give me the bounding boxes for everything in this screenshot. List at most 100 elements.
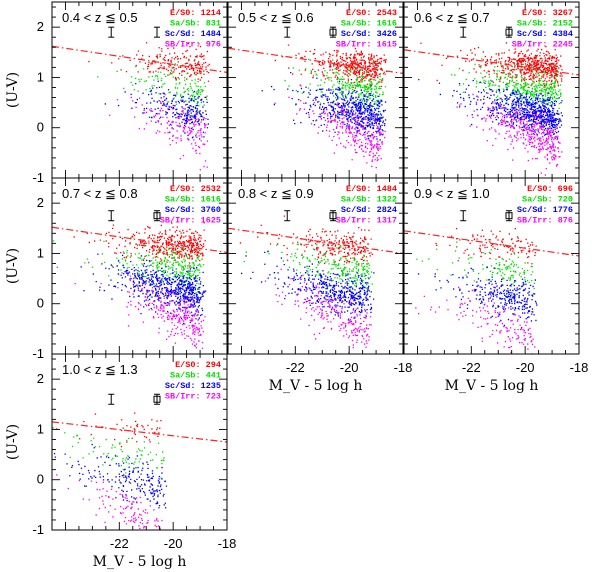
points-sbirr [274, 85, 386, 169]
panel-redshift-label: 0.4 < z ≦ 0.5 [62, 10, 138, 25]
scatter-points [418, 42, 563, 176]
legend-entry-es0: E/S0: 2532 [170, 184, 221, 194]
y-tick-label: -1 [32, 170, 44, 185]
error-bar-2 [154, 26, 160, 38]
y-axis-title: (U-V) [5, 248, 21, 284]
x-tick-label: -20 [164, 536, 183, 551]
points-es0 [274, 44, 388, 93]
legend-entry-sasb: Sa/Sb: 441 [170, 371, 221, 381]
error-bar-1 [284, 26, 291, 38]
y-axis-title: (U-V) [5, 424, 21, 460]
error-bar-2 [505, 26, 513, 38]
legend-entry-sbirr: SB/Irr: 1625 [160, 216, 221, 226]
x-axis-title: M_V - 5 log h [269, 378, 363, 394]
legend-entry-scsd: Sc/Sd: 3760 [165, 205, 221, 215]
scatter-points [261, 44, 388, 169]
x-tick-label: -22 [286, 360, 305, 375]
ticks [52, 354, 228, 531]
points-sasb [416, 241, 536, 298]
legend-entry-sasb: Sa/Sb: 720 [522, 195, 573, 205]
y-tick-label: 2 [37, 371, 44, 386]
panel-redshift-label: 1.0 < z ≦ 1.3 [62, 362, 138, 377]
legend-entry-sbirr: SB/Irr: 976 [165, 40, 221, 50]
panel-frame [227, 177, 404, 355]
legend-entry-scsd: Sc/Sd: 4384 [517, 29, 573, 39]
panel-redshift-label: 0.9 < z ≦ 1.0 [414, 186, 490, 201]
ticks [228, 2, 404, 179]
legend-entry-scsd: Sc/Sd: 3426 [341, 29, 397, 39]
y-tick-label: 2 [37, 195, 44, 210]
y-tick-label: -1 [32, 346, 44, 361]
legend-entry-sasb: Sa/Sb: 1616 [341, 19, 397, 29]
legend-entry-sbirr: SB/Irr: 1615 [336, 40, 397, 50]
scatter-points [239, 215, 375, 354]
points-scsd [53, 443, 168, 509]
points-sasb [52, 427, 165, 479]
error-bar-1 [108, 393, 115, 405]
panel-redshift-label: 0.6 < z ≦ 0.7 [414, 10, 490, 25]
y-tick-label: 1 [37, 421, 44, 436]
x-axis-title: M_V - 5 log h [93, 554, 187, 570]
error-bar-2 [153, 393, 161, 405]
points-es0 [420, 42, 563, 94]
x-tick-label: -20 [340, 360, 359, 375]
panel-frame [403, 177, 580, 355]
legend-entry-es0: E/S0: 1484 [346, 184, 397, 194]
error-bar-1 [460, 210, 467, 222]
points-sasb [97, 56, 208, 113]
legend-entry-sasb: Sa/Sb: 1616 [165, 195, 221, 205]
panel-redshift-label: 0.5 < z ≦ 0.6 [238, 10, 314, 25]
scatter-points [53, 222, 207, 349]
points-es0 [73, 222, 206, 282]
points-es0 [435, 227, 537, 265]
panel-redshift-label: 0.8 < z ≦ 0.9 [238, 186, 314, 201]
red-sequence-line [228, 47, 403, 74]
points-sbirr [109, 94, 209, 171]
y-tick-label: 0 [37, 296, 44, 311]
points-scsd [418, 79, 563, 146]
points-sbirr [56, 474, 163, 530]
error-bar-2 [329, 26, 337, 38]
y-tick-label: 1 [37, 69, 44, 84]
ticks [228, 178, 404, 355]
red-sequence-line [52, 226, 227, 254]
x-tick-label: -18 [394, 360, 413, 375]
red-sequence-line [404, 49, 579, 76]
legend-entry-scsd: Sc/Sd: 1776 [517, 205, 573, 215]
y-tick-label: 0 [37, 120, 44, 135]
points-scsd [104, 80, 209, 141]
legend-entry-sasb: Sa/Sb: 1322 [341, 195, 397, 205]
legend-entry-es0: E/S0: 696 [527, 184, 573, 194]
x-tick-label: -18 [218, 536, 237, 551]
points-sbirr [456, 92, 563, 176]
points-scsd [261, 72, 387, 141]
points-scsd [417, 266, 538, 329]
scatter-points [52, 412, 168, 530]
x-axis-title: M_V - 5 log h [445, 378, 539, 394]
legend-entry-es0: E/S0: 1214 [170, 8, 221, 18]
panel-frame [51, 353, 228, 531]
points-sbirr [56, 261, 206, 349]
y-tick-label: 2 [37, 19, 44, 34]
red-sequence-line [52, 45, 227, 73]
points-sbirr [415, 286, 536, 354]
y-tick-label: 0 [37, 472, 44, 487]
points-sasb [284, 58, 387, 120]
red-sequence-line [52, 421, 227, 443]
legend-entry-scsd: Sc/Sd: 1484 [165, 29, 221, 39]
points-es0 [55, 412, 162, 448]
y-axis-title: (U-V) [5, 72, 21, 108]
legend-entry-es0: E/S0: 2543 [346, 8, 397, 18]
legend-entry-sbirr: SB/Irr: 876 [517, 216, 573, 226]
points-sasb [53, 238, 205, 294]
red-sequence-line [404, 230, 579, 257]
error-bar-1 [284, 210, 291, 222]
ticks [404, 178, 580, 355]
scatter-points [88, 42, 210, 171]
